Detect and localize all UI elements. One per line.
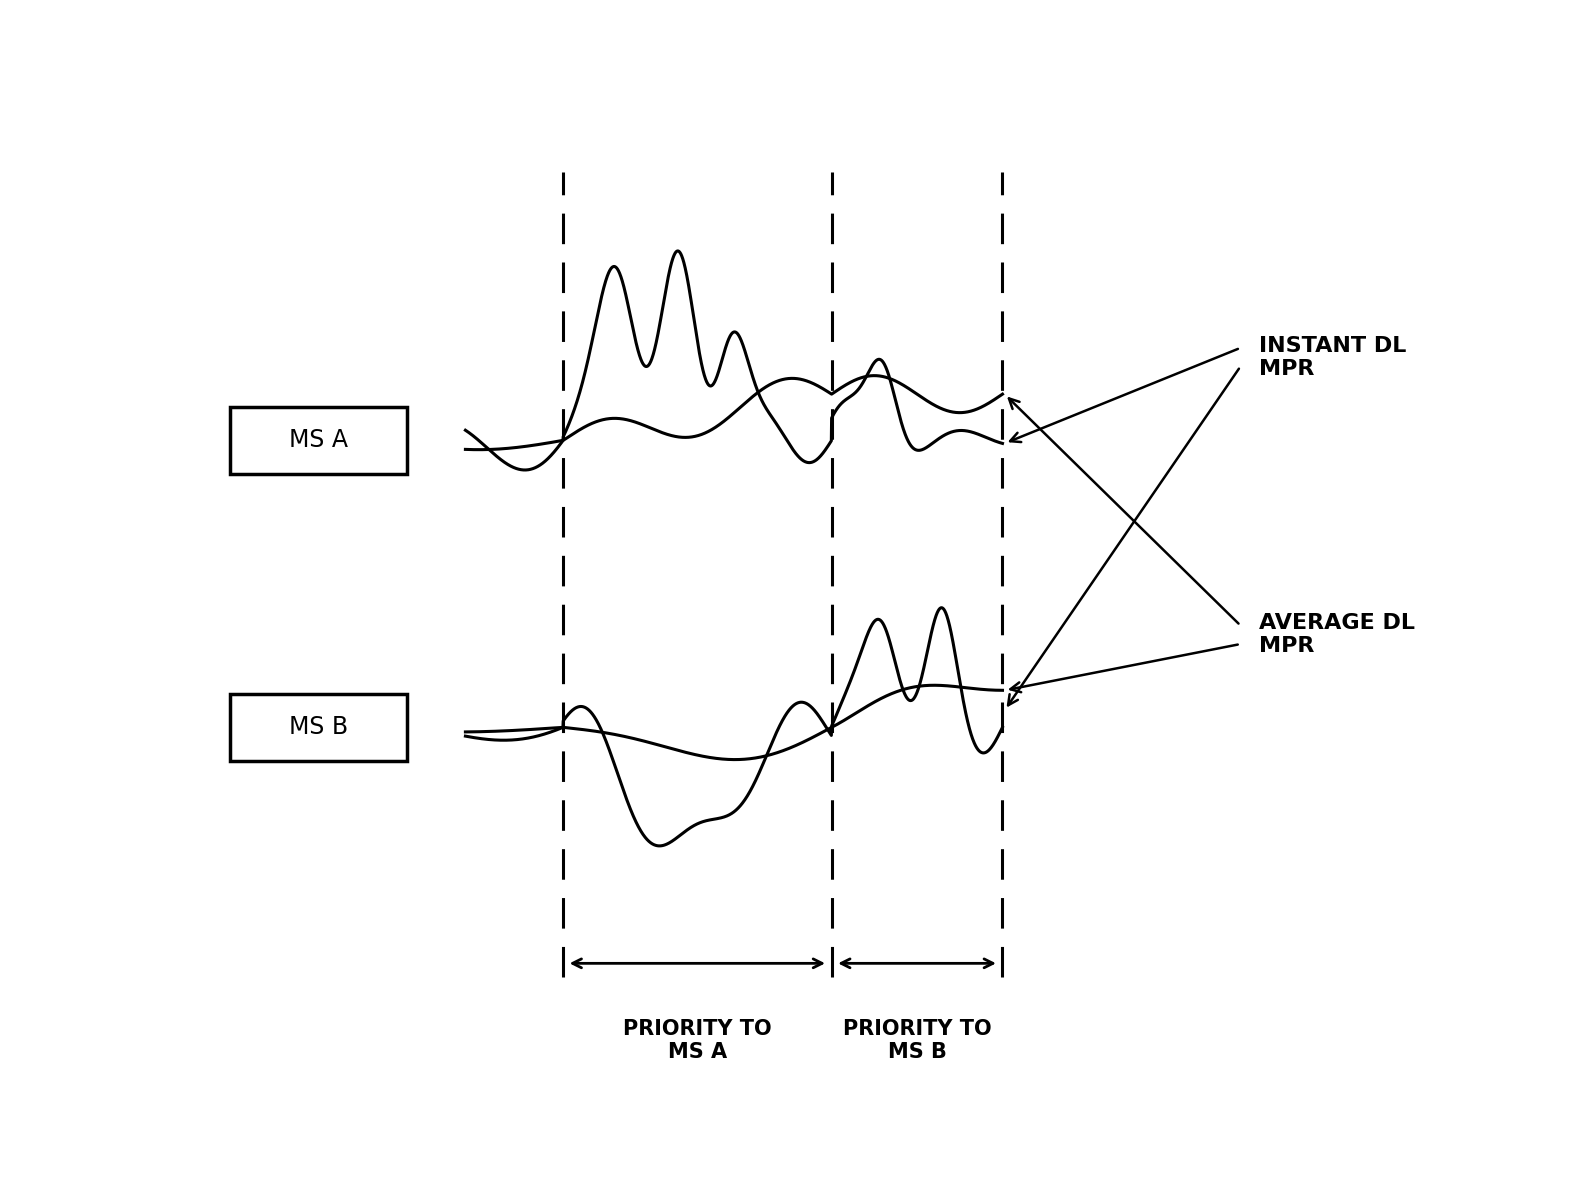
Text: PRIORITY TO
MS B: PRIORITY TO MS B: [843, 1019, 991, 1063]
Bar: [230, 407, 408, 474]
Text: MS B: MS B: [290, 715, 348, 739]
Text: PRIORITY TO
MS A: PRIORITY TO MS A: [624, 1019, 772, 1063]
Text: INSTANT DL
MPR: INSTANT DL MPR: [1258, 335, 1406, 379]
Text: AVERAGE DL
MPR: AVERAGE DL MPR: [1258, 613, 1414, 656]
Bar: [230, 694, 408, 761]
Text: MS A: MS A: [290, 428, 348, 452]
